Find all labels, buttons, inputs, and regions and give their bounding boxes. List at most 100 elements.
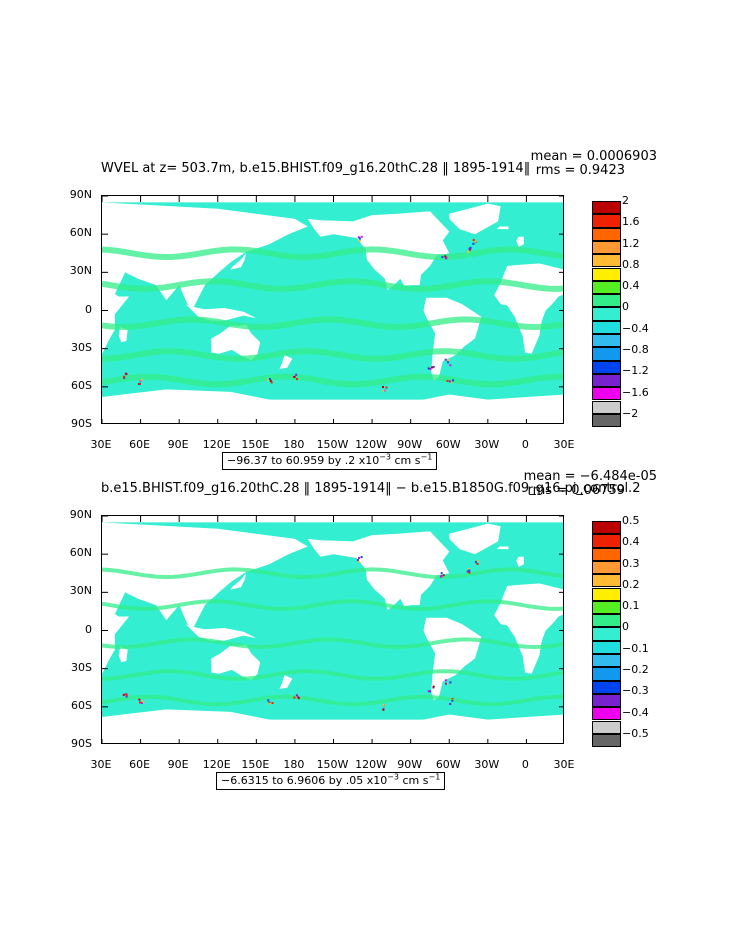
colorbar-swatch [592, 587, 621, 601]
extreme-speck [472, 239, 475, 241]
colorbar-swatch [592, 574, 621, 588]
y-tick-label: 90N [69, 508, 92, 521]
x-tick-label: 30E [90, 758, 112, 771]
x-tick-label: 120W [355, 438, 388, 451]
x-tick-label: 60W [435, 438, 461, 451]
extreme-speck [452, 379, 454, 382]
extreme-speck [451, 699, 454, 702]
extreme-speck [447, 361, 449, 364]
x-tick-label: 90E [167, 438, 189, 451]
extreme-speck [142, 700, 145, 703]
extreme-speck [385, 386, 388, 389]
extreme-speck [429, 368, 432, 371]
madagascar-land [118, 647, 128, 663]
colorbar-label: −0.8 [622, 342, 649, 356]
x-tick-label: 90W [397, 758, 423, 771]
extreme-speck [427, 367, 430, 370]
extreme-speck [382, 708, 385, 711]
extreme-speck [474, 240, 477, 243]
extreme-speck [469, 248, 472, 251]
britain-land [516, 556, 524, 567]
extreme-speck [467, 568, 470, 570]
extreme-speck [429, 690, 432, 693]
extreme-speck [295, 694, 298, 697]
extreme-speck [271, 702, 274, 704]
colorbar-swatch [592, 693, 621, 708]
y-tick-label: 90S [71, 417, 92, 430]
extreme-speck [445, 256, 448, 259]
extreme-speck [268, 378, 271, 380]
x-tick-label: 60E [129, 758, 151, 771]
colorbar-swatch [592, 733, 621, 748]
colorbar-swatch [592, 614, 621, 628]
x-tick-label: 150W [316, 438, 349, 451]
eurasia-land [102, 202, 308, 354]
extreme-speck [125, 693, 128, 696]
colorbar-swatch [592, 707, 621, 721]
y-tick-label: 0 [85, 302, 92, 316]
extreme-speck [382, 386, 384, 388]
southern-band [102, 348, 563, 362]
extreme-speck [139, 701, 141, 704]
extreme-speck [296, 378, 298, 381]
colorbar-label: −0.1 [622, 641, 649, 655]
extreme-speck [295, 373, 298, 376]
colorbar-label: −1.6 [622, 385, 649, 399]
y-tick-label: 30N [69, 264, 92, 278]
extreme-speck [297, 697, 300, 700]
x-tick-label: 0 [521, 438, 529, 451]
indonesia-land [185, 624, 257, 641]
extreme-speck [476, 560, 479, 563]
x-tick-label: 30E [90, 438, 112, 451]
tick-layer [102, 516, 563, 743]
colorbar-swatch [592, 400, 621, 414]
extreme-speck [125, 373, 128, 376]
x-tick-label: 120E [202, 758, 231, 771]
extreme-speck [468, 569, 471, 572]
antarctic-gap [102, 389, 563, 423]
circumpolar-band [102, 373, 563, 388]
colorbar-swatch [592, 521, 621, 535]
y-tick-label: 30N [69, 584, 92, 598]
extreme-speck [360, 235, 363, 238]
extreme-speck [427, 690, 430, 693]
map-plot [101, 515, 564, 744]
colorbar-swatch [592, 413, 621, 428]
x-tick-label: 150E [241, 758, 270, 771]
mean-value: mean = −6.484e-05 [523, 469, 657, 484]
colorbar-swatch [592, 547, 621, 561]
greenland-land [449, 203, 501, 235]
y-tick-label: 90N [69, 188, 92, 201]
extreme-speck [447, 359, 450, 362]
australia-land [211, 324, 261, 361]
extreme-speck [445, 679, 447, 682]
extreme-speck [442, 574, 445, 577]
colorbar-label: 0.2 [622, 577, 640, 591]
colorbar-swatch [592, 360, 621, 374]
extreme-speck [360, 556, 363, 559]
y-tick-label: 60S [71, 378, 92, 392]
colorbar-swatch [592, 387, 621, 401]
band-layer [102, 246, 563, 388]
extreme-speck [358, 560, 361, 563]
extreme-speck [297, 695, 299, 698]
extreme-speck [432, 685, 435, 688]
range-label: −6.6315 to 6.9606 by .05 x10−3 cm s−1 [216, 772, 446, 790]
x-tick-label: 30E [553, 438, 575, 451]
britain-land [516, 236, 524, 247]
colorbar-label: 0.8 [622, 257, 640, 271]
tropical-band [102, 316, 563, 331]
colorbar-swatch [592, 600, 621, 615]
extreme-speck [382, 389, 385, 392]
colorbar-swatch [592, 294, 621, 308]
colorbar-label: −0.4 [622, 705, 649, 719]
colorbar-swatch [592, 214, 621, 228]
colorbar-label: −0.5 [622, 726, 649, 740]
extreme-speck [431, 366, 433, 369]
x-tick-label: 30W [474, 758, 500, 771]
land-layer [102, 196, 563, 423]
extreme-speck [446, 682, 449, 685]
north-pacific-band [102, 246, 563, 261]
new-zealand-land [279, 675, 293, 689]
colorbar-label: −1.2 [622, 364, 649, 378]
